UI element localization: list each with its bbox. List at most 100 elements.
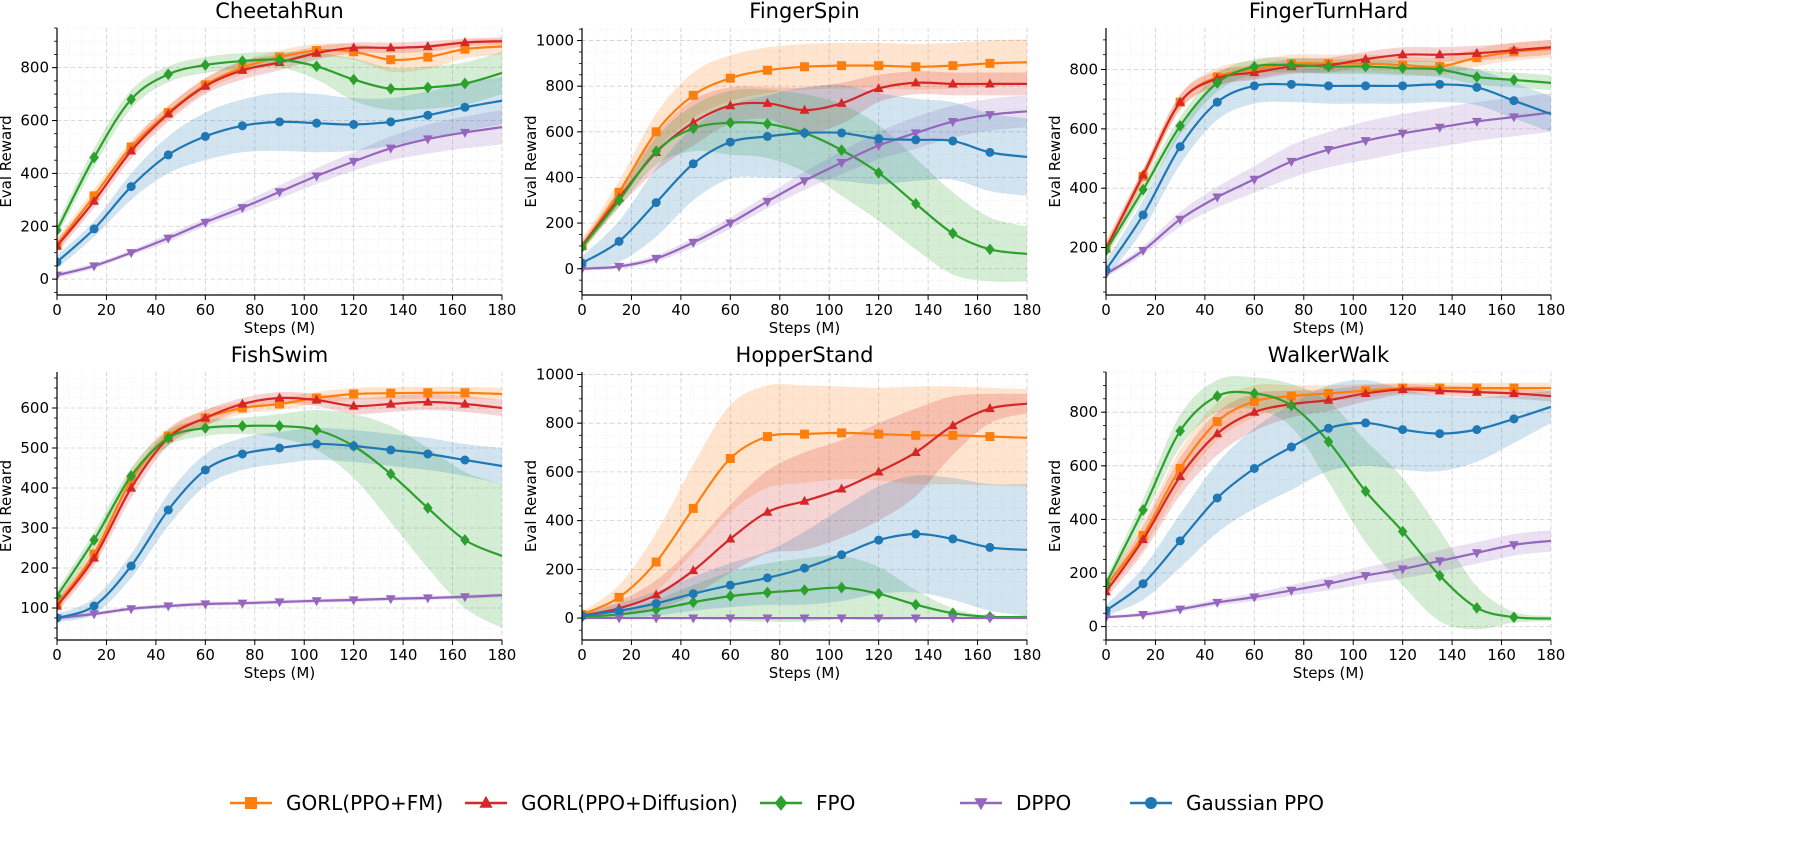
band-triangle-down [1106,93,1551,278]
tick-label-y: 0 [1088,618,1098,636]
data-point-square [985,432,995,442]
data-point-diamond [460,534,470,546]
tick-label-y: 500 [20,439,49,457]
subplot-title: CheetahRun [215,0,344,23]
data-point-triangle-up [910,77,921,87]
data-point-diamond [126,93,136,106]
data-point-triangle-down [873,614,884,624]
tick-label-y: 400 [545,168,574,186]
data-point-triangle-down [1175,605,1186,615]
data-point-triangle-up [836,97,847,107]
data-point-diamond [237,420,248,432]
data-point-triangle-down [582,265,587,275]
data-point-square [985,58,995,68]
data-point-diamond [423,81,433,94]
data-point-triangle-down [614,262,625,272]
data-point-square [614,592,624,602]
data-point-triangle-down [311,172,322,182]
data-point-triangle-down [459,128,470,138]
data-point-circle [911,135,921,145]
tick-label-x: 180 [1013,646,1042,664]
tick-label-y: 200 [20,559,49,577]
data-point-circle [1249,463,1259,473]
data-point-triangle-down [348,157,359,167]
data-point-triangle-up [1397,49,1408,59]
plot-area [1106,376,1551,630]
data-point-triangle-down [163,234,174,244]
tick-label-x: 60 [196,301,215,319]
data-point-square [874,61,884,71]
data-point-circle [275,443,284,453]
subplot-hopperstand: 0 20 40 60 80 100 120 140 160 180 0 200 400 600 800 100… [522,343,1041,682]
data-point-circle [386,117,396,127]
data-point-circle [200,131,210,141]
data-point-diamond [89,151,99,164]
tick-label-x: 180 [488,646,517,664]
data-point-circle [275,117,284,127]
tick-label-x: 20 [622,646,641,664]
data-point-diamond [911,598,921,611]
data-point-triangle-down [89,262,100,272]
data-point-circle [163,505,173,515]
data-point-triangle-up [1434,49,1445,59]
data-point-square [725,73,735,83]
subplot-fingerturnhard: 0 20 40 60 80 100 120 140 160 180 200 400 600 800 Fing… [1046,0,1565,337]
tick-label-x: 160 [1487,646,1516,664]
data-point-circle [1472,425,1482,435]
data-point-diamond [57,224,62,237]
data-point-triangle-down [126,605,137,615]
data-point-diamond [1323,60,1334,73]
data-point-triangle-down [459,593,470,603]
data-point-triangle-down [762,197,773,207]
data-point-triangle-down [1138,610,1149,620]
legend-item: Gaussian PPO [1130,791,1324,815]
data-point-diamond [1212,77,1222,89]
legend-marker-square [245,797,257,809]
data-point-circle [837,550,847,560]
data-point-circle [1435,79,1445,89]
data-point-diamond [836,144,847,156]
data-point-diamond [163,432,173,444]
band-circle [1106,66,1551,279]
data-point-circle [688,159,698,169]
data-point-square [837,428,847,438]
data-point-triangle-up [688,117,699,127]
data-point-diamond [1323,435,1334,448]
data-point-triangle-down [422,135,433,145]
data-point-triangle-up [459,398,470,408]
tick-label-y: 800 [545,77,574,95]
data-point-triangle-down [1249,593,1260,603]
data-point-circle [349,119,359,129]
data-point-triangle-down [1323,580,1334,590]
data-point-triangle-up [126,482,137,492]
data-point-triangle-down [1434,123,1445,133]
x-axis-label: Steps (M) [769,664,840,682]
data-point-square [1324,388,1333,398]
data-point-triangle-down [1249,175,1260,185]
data-point-triangle-up [57,600,62,610]
legend-label: Gaussian PPO [1186,791,1324,815]
data-point-triangle-up [459,37,470,47]
tick-label-x: 100 [815,301,844,319]
data-point-triangle-up [311,394,322,404]
tick-label-y: 400 [20,164,49,182]
data-point-square [800,62,809,72]
data-point-triangle-up [1175,471,1186,481]
plot-area [582,39,1027,282]
data-point-diamond [126,470,136,482]
data-point-square [911,62,921,72]
data-point-circle [1175,536,1185,546]
data-point-diamond [1249,387,1260,400]
data-point-triangle-down [1471,549,1482,559]
tick-label-x: 180 [1537,301,1566,319]
data-point-diamond [1175,425,1185,437]
legend-label: DPPO [1016,791,1071,815]
data-point-square [1286,391,1296,401]
data-point-triangle-down [688,238,699,248]
tick-label-x: 20 [1146,646,1165,664]
data-point-diamond [1286,59,1297,71]
data-point-diamond [873,587,884,600]
data-point-triangle-up [200,80,211,90]
data-point-triangle-up [910,447,921,456]
data-point-diamond [386,468,396,480]
